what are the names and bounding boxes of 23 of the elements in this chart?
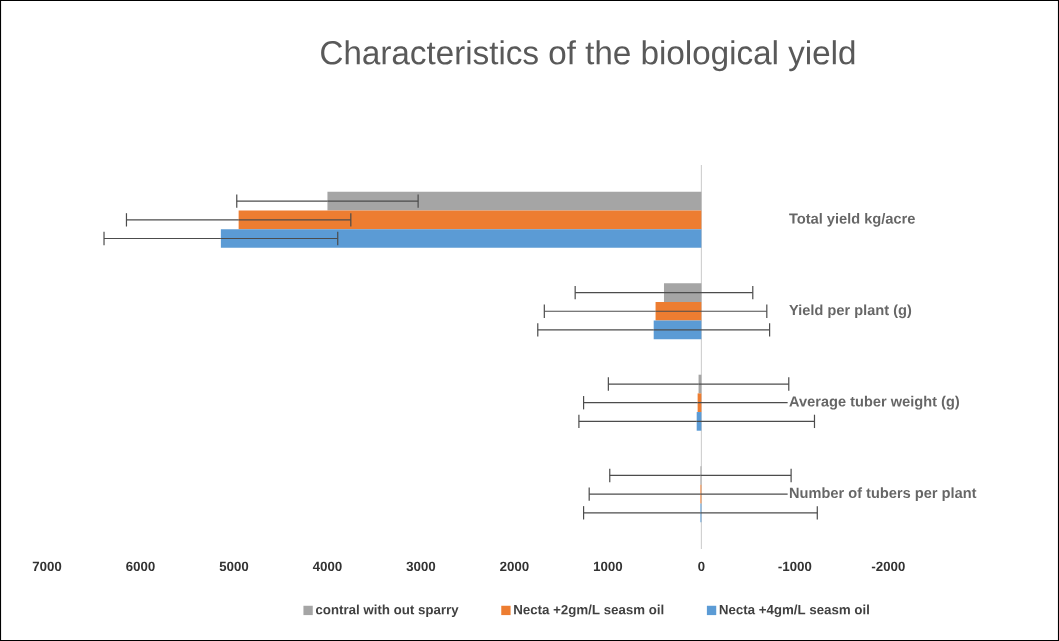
y-tick-label: Total yield kg/acre xyxy=(789,213,915,227)
x-tick-label: 2000 xyxy=(500,561,529,572)
bar xyxy=(663,283,702,302)
y-tick-label: Yield per plant (g) xyxy=(789,304,912,319)
x-tick-label: 7000 xyxy=(32,561,62,572)
legend-label: Necta +4gm/L seasm oil xyxy=(719,604,869,618)
bar xyxy=(655,301,702,321)
x-tick-label: 3000 xyxy=(406,561,436,572)
x-tick-label: 1000 xyxy=(593,561,623,572)
x-tick-label: 6000 xyxy=(126,561,155,572)
bar xyxy=(238,210,702,230)
x-tick-label: 0 xyxy=(698,561,705,572)
legend-label: Necta +2gm/L seasm oil xyxy=(514,604,664,618)
y-tick-label: Number of tubers per plant xyxy=(789,487,977,501)
legend-label: contral with out sparry xyxy=(315,604,459,617)
bar xyxy=(327,191,702,211)
bar xyxy=(220,229,702,248)
x-tick-label: -1000 xyxy=(778,561,812,572)
x-tick-label: -2000 xyxy=(871,561,905,572)
x-tick-label: 5000 xyxy=(219,561,249,572)
x-tick-label: 4000 xyxy=(312,561,342,572)
chart-title: Characteristics of the biological yield xyxy=(321,40,855,72)
y-tick-label: Average tuber weight (g) xyxy=(789,395,960,410)
